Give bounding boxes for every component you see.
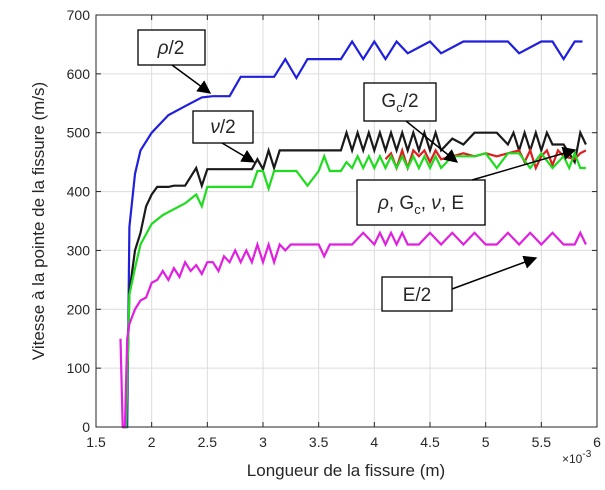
- y-tick-label: 100: [67, 360, 91, 376]
- x-tick-label: 4: [370, 434, 378, 450]
- annotation-label: ν/2: [210, 117, 235, 138]
- y-axis-ticks: 0 100 200 300 400 500 600 700: [67, 7, 597, 435]
- x-tick-label: 4.5: [420, 434, 440, 450]
- annotation-gc-half: Gc/2: [363, 82, 459, 163]
- x-tick-label: 6: [593, 434, 601, 450]
- y-axis-label: Vitesse à la pointe de la fissure (m/s): [29, 82, 48, 360]
- annotation-box: [363, 82, 437, 122]
- y-tick-label: 400: [67, 184, 91, 200]
- series-line-3: [122, 150, 586, 429]
- x-tick-label: 3: [259, 434, 267, 450]
- x-tick-label: 1.5: [86, 434, 106, 450]
- annotation-nu-half: ν/2: [192, 110, 256, 163]
- y-tick-label: 500: [67, 125, 91, 141]
- plot-area: [96, 15, 597, 427]
- plot-border: [95, 14, 598, 428]
- x-axis-exponent: ×10-3: [562, 449, 592, 466]
- y-tick-label: 0: [82, 419, 90, 435]
- x-axis-label: Longueur de la fissure (m): [247, 461, 445, 480]
- annotation-e-half: E/2: [381, 255, 538, 312]
- series-line-0: [122, 39, 583, 429]
- annotation-label: Gc/2: [381, 91, 418, 115]
- x-tick-label: 2: [148, 434, 156, 450]
- y-tick-label: 200: [67, 301, 91, 317]
- annotation-box: [192, 110, 254, 144]
- x-tick-label: 2.5: [198, 434, 218, 450]
- y-tick-label: 600: [67, 66, 91, 82]
- annotation-box: [356, 179, 486, 226]
- annotation-arrow: [471, 146, 577, 181]
- annotation-arrow: [171, 64, 212, 94]
- annotation-label: ρ/2: [157, 38, 185, 59]
- x-tick-label: 5.5: [532, 434, 552, 450]
- x-axis-ticks: 1.5 2 2.5 3 3.5 4 4.5 5 5.5 6: [86, 15, 601, 450]
- x-exponent-power: -3: [582, 449, 591, 460]
- series-line-4: [119, 230, 587, 429]
- annotation-rho-half: ρ/2: [137, 29, 212, 94]
- y-tick-label: 300: [67, 242, 91, 258]
- series-line-1: [122, 129, 587, 429]
- y-tick-label: 700: [67, 7, 91, 23]
- annotation-all-params: ρ, Gc, ν, E: [356, 146, 577, 226]
- x-tick-label: 5: [482, 434, 490, 450]
- annotation-label: ρ, Gc, ν, E: [377, 193, 464, 217]
- x-exponent-base: ×10: [562, 452, 583, 466]
- annotation-arrow: [405, 120, 459, 163]
- annotation-label: E/2: [403, 285, 432, 306]
- x-tick-label: 3.5: [309, 434, 329, 450]
- annotation-box: [381, 276, 453, 312]
- series-layer: [119, 39, 587, 429]
- annotation-arrow: [451, 255, 538, 290]
- annotation-box: [137, 29, 206, 66]
- annotation-arrow: [221, 142, 256, 163]
